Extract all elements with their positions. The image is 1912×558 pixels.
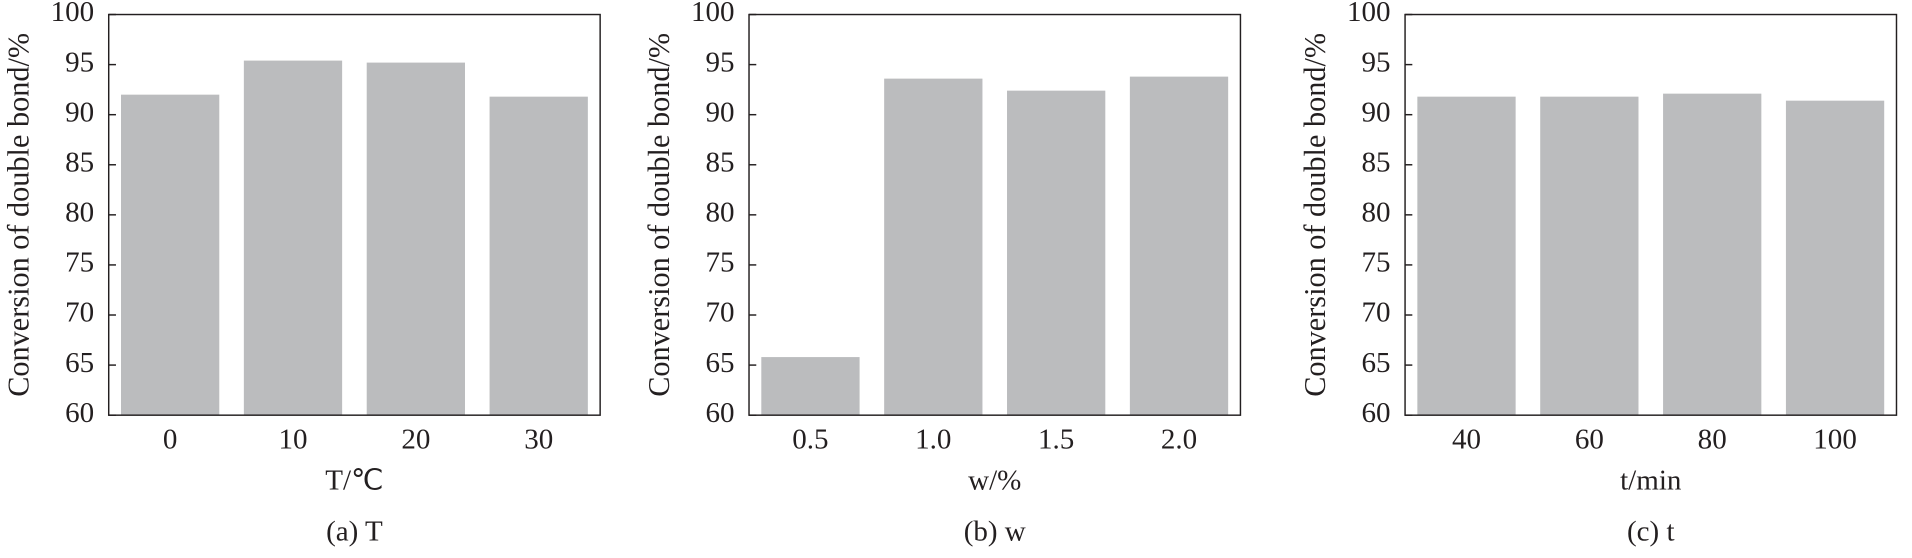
y-tick-label: 85 [65,146,94,178]
y-tick-label: 60 [65,397,94,429]
y-tick-label: 95 [1362,46,1391,78]
x-tick-label: 1.5 [1038,423,1074,455]
bar [1007,90,1106,416]
plot-frame [1404,13,1898,416]
y-tick-label: 90 [65,96,94,128]
caption: (b) w [964,515,1026,547]
bar [120,94,220,416]
bar [1129,76,1229,416]
y-tick-label: 70 [65,297,94,329]
bar [1417,96,1516,416]
x-tick-label: 0 [163,423,178,455]
x-tick-label: 80 [1698,423,1727,455]
y-tick-label: 75 [65,247,94,279]
y-tick-label: 70 [1362,297,1391,329]
y-tick-label: 65 [65,347,94,379]
y-tick-label: 65 [705,347,734,379]
y-axis-title: Conversion of double bond/% [1298,33,1332,397]
y-tick-label: 80 [1362,197,1391,229]
x-tick-label: 40 [1452,423,1481,455]
bar [1785,100,1885,416]
x-tick-label: 20 [401,423,430,455]
y-tick-label: 65 [1362,347,1391,379]
y-axis-title: Conversion of double bond/% [642,33,676,397]
y-axis-title: Conversion of double bond/% [1,33,35,397]
y-tick-label: 60 [705,397,734,429]
x-tick-label: 10 [278,423,307,455]
y-tick-label: 60 [1362,397,1391,429]
x-tick-label: 60 [1575,423,1604,455]
bar [761,357,860,416]
plot-frame [107,13,601,416]
y-tick-label: 95 [65,46,94,78]
bar [489,96,588,416]
y-tick-label: 70 [705,297,734,329]
bar [243,60,343,416]
bar [1540,96,1639,416]
y-tick-label: 85 [705,146,734,178]
y-tick-label: 100 [51,0,95,28]
y-tick-label: 80 [65,197,94,229]
y-tick-label: 90 [705,96,734,128]
bar [1663,93,1762,416]
caption: (c) t [1627,515,1675,547]
y-tick-label: 100 [691,0,735,28]
x-tick-label: 1.0 [915,423,951,455]
y-tick-label: 85 [1362,146,1391,178]
x-axis-title: T/℃ [325,465,383,497]
y-tick-label: 95 [705,46,734,78]
x-axis-title: w/% [968,465,1021,497]
x-axis-title: t/min [1620,465,1682,497]
plot-frame [748,13,1242,416]
x-tick-label: 2.0 [1161,423,1197,455]
x-tick-label: 100 [1813,423,1857,455]
y-tick-label: 75 [1362,247,1391,279]
y-tick-label: 80 [705,197,734,229]
x-tick-label: 30 [524,423,553,455]
bar [366,62,465,416]
y-tick-label: 90 [1362,96,1391,128]
x-tick-label: 0.5 [792,423,828,455]
caption: (a) T [326,515,383,547]
y-tick-label: 75 [705,247,734,279]
y-tick-label: 100 [1347,0,1391,28]
bar [884,78,983,416]
